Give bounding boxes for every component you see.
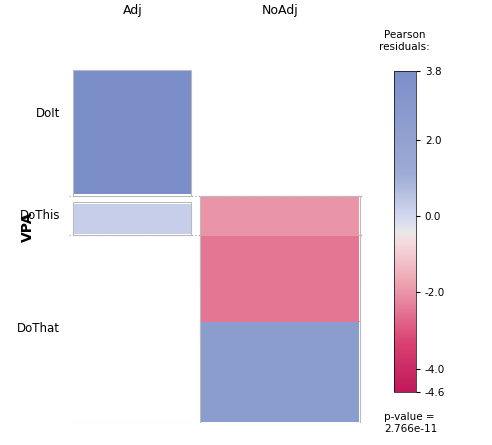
Bar (200, 196, 360, 287)
Text: VPA: VPA (21, 212, 34, 242)
Text: p-value =
2.766e-11: p-value = 2.766e-11 (384, 412, 437, 434)
Bar (74, 424, 190, 445)
Bar (74, 204, 190, 234)
Bar (201, 236, 359, 336)
Text: DoThat: DoThat (17, 322, 60, 335)
Bar (73, 202, 191, 235)
Text: Pearson
residuals:: Pearson residuals: (379, 30, 430, 52)
Bar (74, 71, 190, 194)
Bar (73, 70, 191, 196)
Bar (73, 423, 191, 445)
Bar (200, 320, 360, 423)
Text: DoIt: DoIt (35, 107, 60, 120)
Bar (201, 322, 359, 421)
Bar (201, 197, 359, 286)
Bar (200, 235, 360, 337)
Text: Adj: Adj (123, 4, 142, 17)
Text: NoAdj: NoAdj (262, 4, 298, 17)
Text: DoThis: DoThis (20, 209, 60, 222)
